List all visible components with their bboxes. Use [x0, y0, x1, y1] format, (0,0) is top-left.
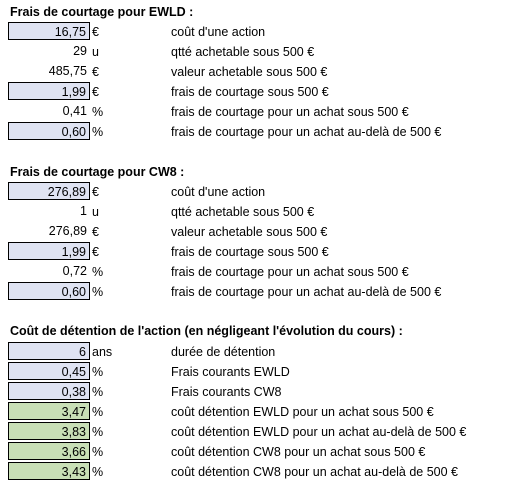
value-cell[interactable]: 485,75 — [48, 64, 87, 78]
input-cell[interactable]: 16,75 — [8, 22, 90, 40]
section-title: Frais de courtage pour EWLD : — [10, 5, 194, 19]
unit-label: u — [92, 45, 99, 59]
row-description: coût d'une action — [171, 185, 266, 199]
unit-label: € — [92, 65, 99, 79]
unit-label: % — [92, 285, 104, 299]
unit-label: % — [92, 105, 104, 119]
value-cell[interactable]: 276,89 — [48, 224, 87, 238]
input-cell[interactable]: 276,89 — [8, 182, 90, 200]
unit-label: € — [92, 25, 99, 39]
unit-label: % — [92, 265, 104, 279]
row-description: coût détention CW8 pour un achat sous 50… — [171, 445, 426, 459]
unit-label: ans — [92, 345, 113, 359]
input-cell[interactable]: 1,99 — [8, 82, 90, 100]
unit-label: € — [92, 245, 99, 259]
value-cell[interactable]: 0,41 — [62, 104, 87, 118]
unit-label: % — [92, 445, 104, 459]
unit-label: € — [92, 185, 99, 199]
row-description: coût détention EWLD pour un achat sous 5… — [171, 405, 434, 419]
unit-label: % — [92, 405, 104, 419]
value-cell[interactable]: 0,72 — [62, 264, 87, 278]
row-description: durée de détention — [171, 345, 276, 359]
row-description: coût d'une action — [171, 25, 266, 39]
input-cell[interactable]: 0,60 — [8, 122, 90, 140]
row-description: frais de courtage pour un achat au-delà … — [171, 285, 442, 299]
value-cell[interactable]: 1 — [80, 204, 87, 218]
result-cell[interactable]: 3,66 — [8, 442, 90, 460]
unit-label: % — [92, 465, 104, 479]
row-description: frais de courtage pour un achat sous 500… — [171, 265, 409, 279]
unit-label: € — [92, 225, 99, 239]
unit-label: u — [92, 205, 99, 219]
row-description: qtté achetable sous 500 € — [171, 45, 315, 59]
section-title: Frais de courtage pour CW8 : — [10, 165, 185, 179]
unit-label: % — [92, 125, 104, 139]
value-cell[interactable]: 29 — [73, 44, 87, 58]
row-description: qtté achetable sous 500 € — [171, 205, 315, 219]
row-description: coût détention EWLD pour un achat au-del… — [171, 425, 467, 439]
row-description: frais de courtage sous 500 € — [171, 85, 329, 99]
row-description: valeur achetable sous 500 € — [171, 65, 328, 79]
unit-label: % — [92, 425, 104, 439]
row-description: frais de courtage sous 500 € — [171, 245, 329, 259]
unit-label: € — [92, 85, 99, 99]
result-cell[interactable]: 3,47 — [8, 402, 90, 420]
unit-label: % — [92, 365, 104, 379]
result-cell[interactable]: 3,83 — [8, 422, 90, 440]
row-description: frais de courtage pour un achat au-delà … — [171, 125, 442, 139]
input-cell[interactable]: 0,60 — [8, 282, 90, 300]
row-description: Frais courants EWLD — [171, 365, 290, 379]
row-description: Frais courants CW8 — [171, 385, 282, 399]
row-description: frais de courtage pour un achat sous 500… — [171, 105, 409, 119]
input-cell[interactable]: 0,45 — [8, 362, 90, 380]
row-description: coût détention CW8 pour un achat au-delà… — [171, 465, 459, 479]
input-cell[interactable]: 6 — [8, 342, 90, 360]
section-title: Coût de détention de l'action (en néglig… — [10, 324, 403, 338]
input-cell[interactable]: 1,99 — [8, 242, 90, 260]
result-cell[interactable]: 3,43 — [8, 462, 90, 480]
input-cell[interactable]: 0,38 — [8, 382, 90, 400]
row-description: valeur achetable sous 500 € — [171, 225, 328, 239]
unit-label: % — [92, 385, 104, 399]
